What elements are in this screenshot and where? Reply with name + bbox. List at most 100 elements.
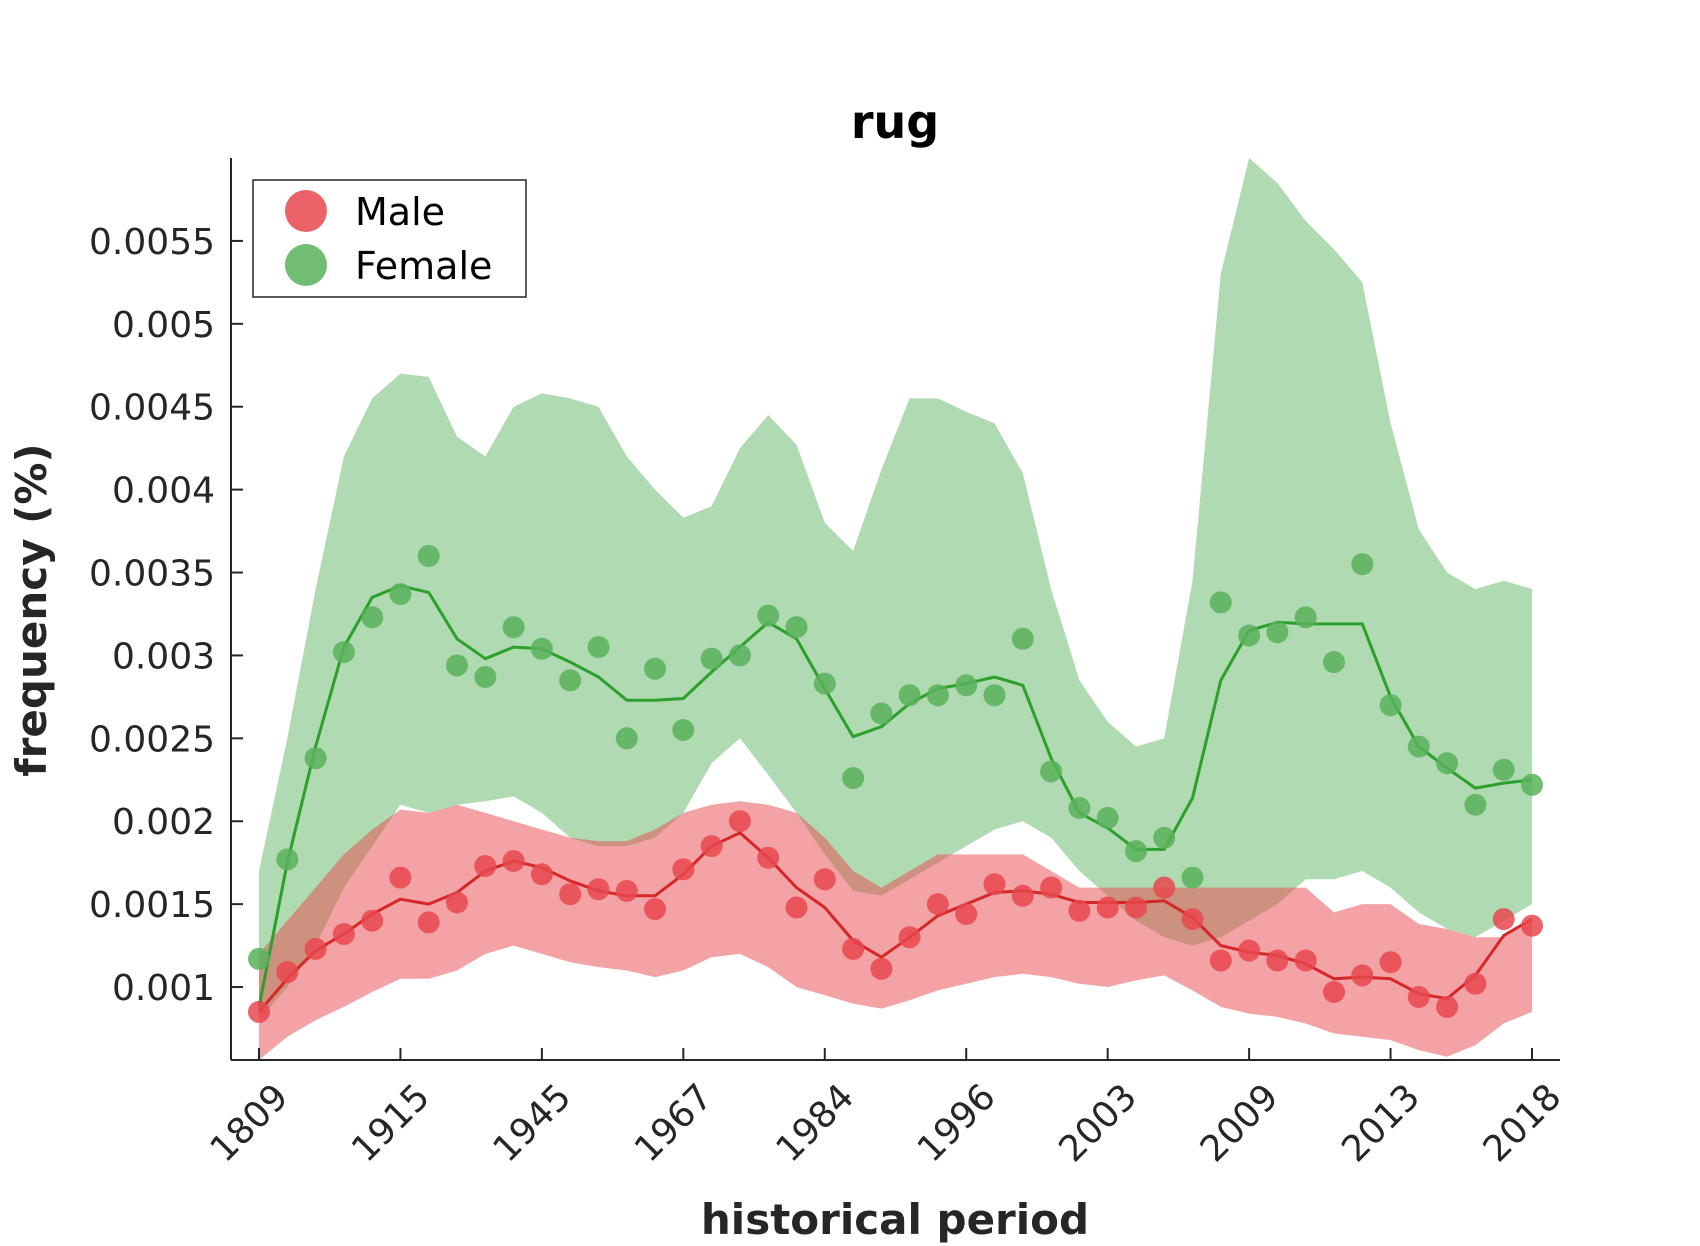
male-trend-line [257,831,1533,1013]
x-ticks: 1809 1915 1945 1967 1984 1996 2003 2009 2013 2018 [203,1048,1570,1170]
legend: Male Female [252,179,527,298]
y-tick-label: 0.004 [112,471,215,512]
x-tick-label: 2018 [1476,1076,1570,1170]
trend-lines [257,584,1533,1013]
female-data-point [1040,760,1063,783]
x-tick-label: 1984 [768,1076,862,1170]
male-data-point [1096,896,1119,919]
male-data-point [757,846,780,869]
female-data-point [1209,591,1232,614]
male-data-point [1521,914,1543,937]
male-data-point [898,926,921,949]
x-tick-label: 2013 [1334,1076,1428,1170]
y-tick-label: 0.005 [112,305,215,346]
female-data-point [1238,624,1261,647]
female-data-point [1407,735,1430,758]
y-tick-label: 0.0025 [89,719,215,760]
female-data-point [1323,651,1345,674]
female-data-point [1125,840,1147,863]
male-data-point [1153,876,1176,899]
female-data-point [700,647,723,670]
male-data-point [1125,896,1147,919]
male-data-point [1492,908,1515,931]
female-data-point [615,727,638,750]
y-tick-label: 0.0015 [89,885,215,926]
female-data-point [1492,758,1515,781]
male-data-point [1068,899,1091,922]
male-data-point [1464,972,1487,995]
female-data-point [502,616,525,639]
female-data-point [304,747,327,770]
female-data-point [983,684,1006,707]
male-data-point [1407,986,1430,1008]
legend-marker-female [285,244,327,286]
female-data-point [757,604,780,627]
x-tick-label: 1967 [627,1076,721,1170]
legend-label-female: Female [355,244,492,288]
y-tick-label: 0.003 [112,636,215,677]
male-data-point [446,891,468,914]
y-axis-title: frequency (%) [7,443,56,776]
female-data-point [1436,752,1459,775]
y-ticks: 0.001 0.0015 0.002 0.0025 0.003 0.0035 0.004 0.… [89,222,243,1009]
female-data-point [530,637,553,660]
male-data-point [417,911,440,934]
male-data-point [1294,949,1317,972]
female-data-point [785,616,808,639]
male-data-point [672,858,695,881]
female-data-point [1379,694,1402,717]
x-axis-title: historical period [701,1195,1089,1244]
male-data-point [728,810,751,833]
female-data-point [587,636,610,659]
female-data-point [446,654,468,677]
male-data-point [1040,876,1063,899]
x-tick-label: 1945 [486,1076,580,1170]
female-data-point [417,544,440,567]
male-data-point [813,868,836,891]
male-data-point [389,866,412,889]
male-data-point [842,937,865,960]
female-data-point [926,684,949,707]
female-data-point [955,674,978,697]
female-data-point [870,702,893,725]
male-data-point [644,898,666,921]
female-data-point [1266,621,1289,644]
legend-label-male: Male [355,190,445,234]
female-data-point [1011,627,1034,650]
male-data-point [474,855,497,877]
female-data-point [1294,606,1317,629]
male-data-point [1266,949,1289,972]
female-data-point [813,672,836,695]
x-tick-label: 1996 [910,1076,1004,1170]
female-data-point [276,848,299,871]
female-data-point [332,641,355,664]
male-data-point [926,893,949,916]
data-points [248,544,1543,1023]
y-tick-label: 0.0035 [89,554,215,595]
female-data-point [728,644,751,667]
female-data-point [389,583,412,606]
female-data-point [1068,797,1091,819]
y-tick-label: 0.0045 [89,388,215,429]
female-data-point [474,666,497,688]
male-data-point [332,923,355,945]
male-data-point [615,879,638,902]
male-data-point [1323,981,1345,1003]
male-data-point [1351,964,1374,987]
male-data-point [1209,949,1232,972]
x-tick-label: 1809 [203,1076,297,1170]
female-data-point [644,657,666,680]
female-data-point [1464,793,1487,816]
male-data-point [559,883,582,906]
confidence-bands [259,158,1532,1060]
female-data-point [1096,806,1119,829]
female-confidence-band [259,158,1532,1021]
male-data-point [276,961,299,984]
male-data-point [1011,884,1034,907]
chart-title: rug [851,95,939,149]
male-data-point [304,937,327,960]
axes [230,158,1560,1061]
male-data-point [785,896,808,919]
legend-marker-male [285,190,327,232]
